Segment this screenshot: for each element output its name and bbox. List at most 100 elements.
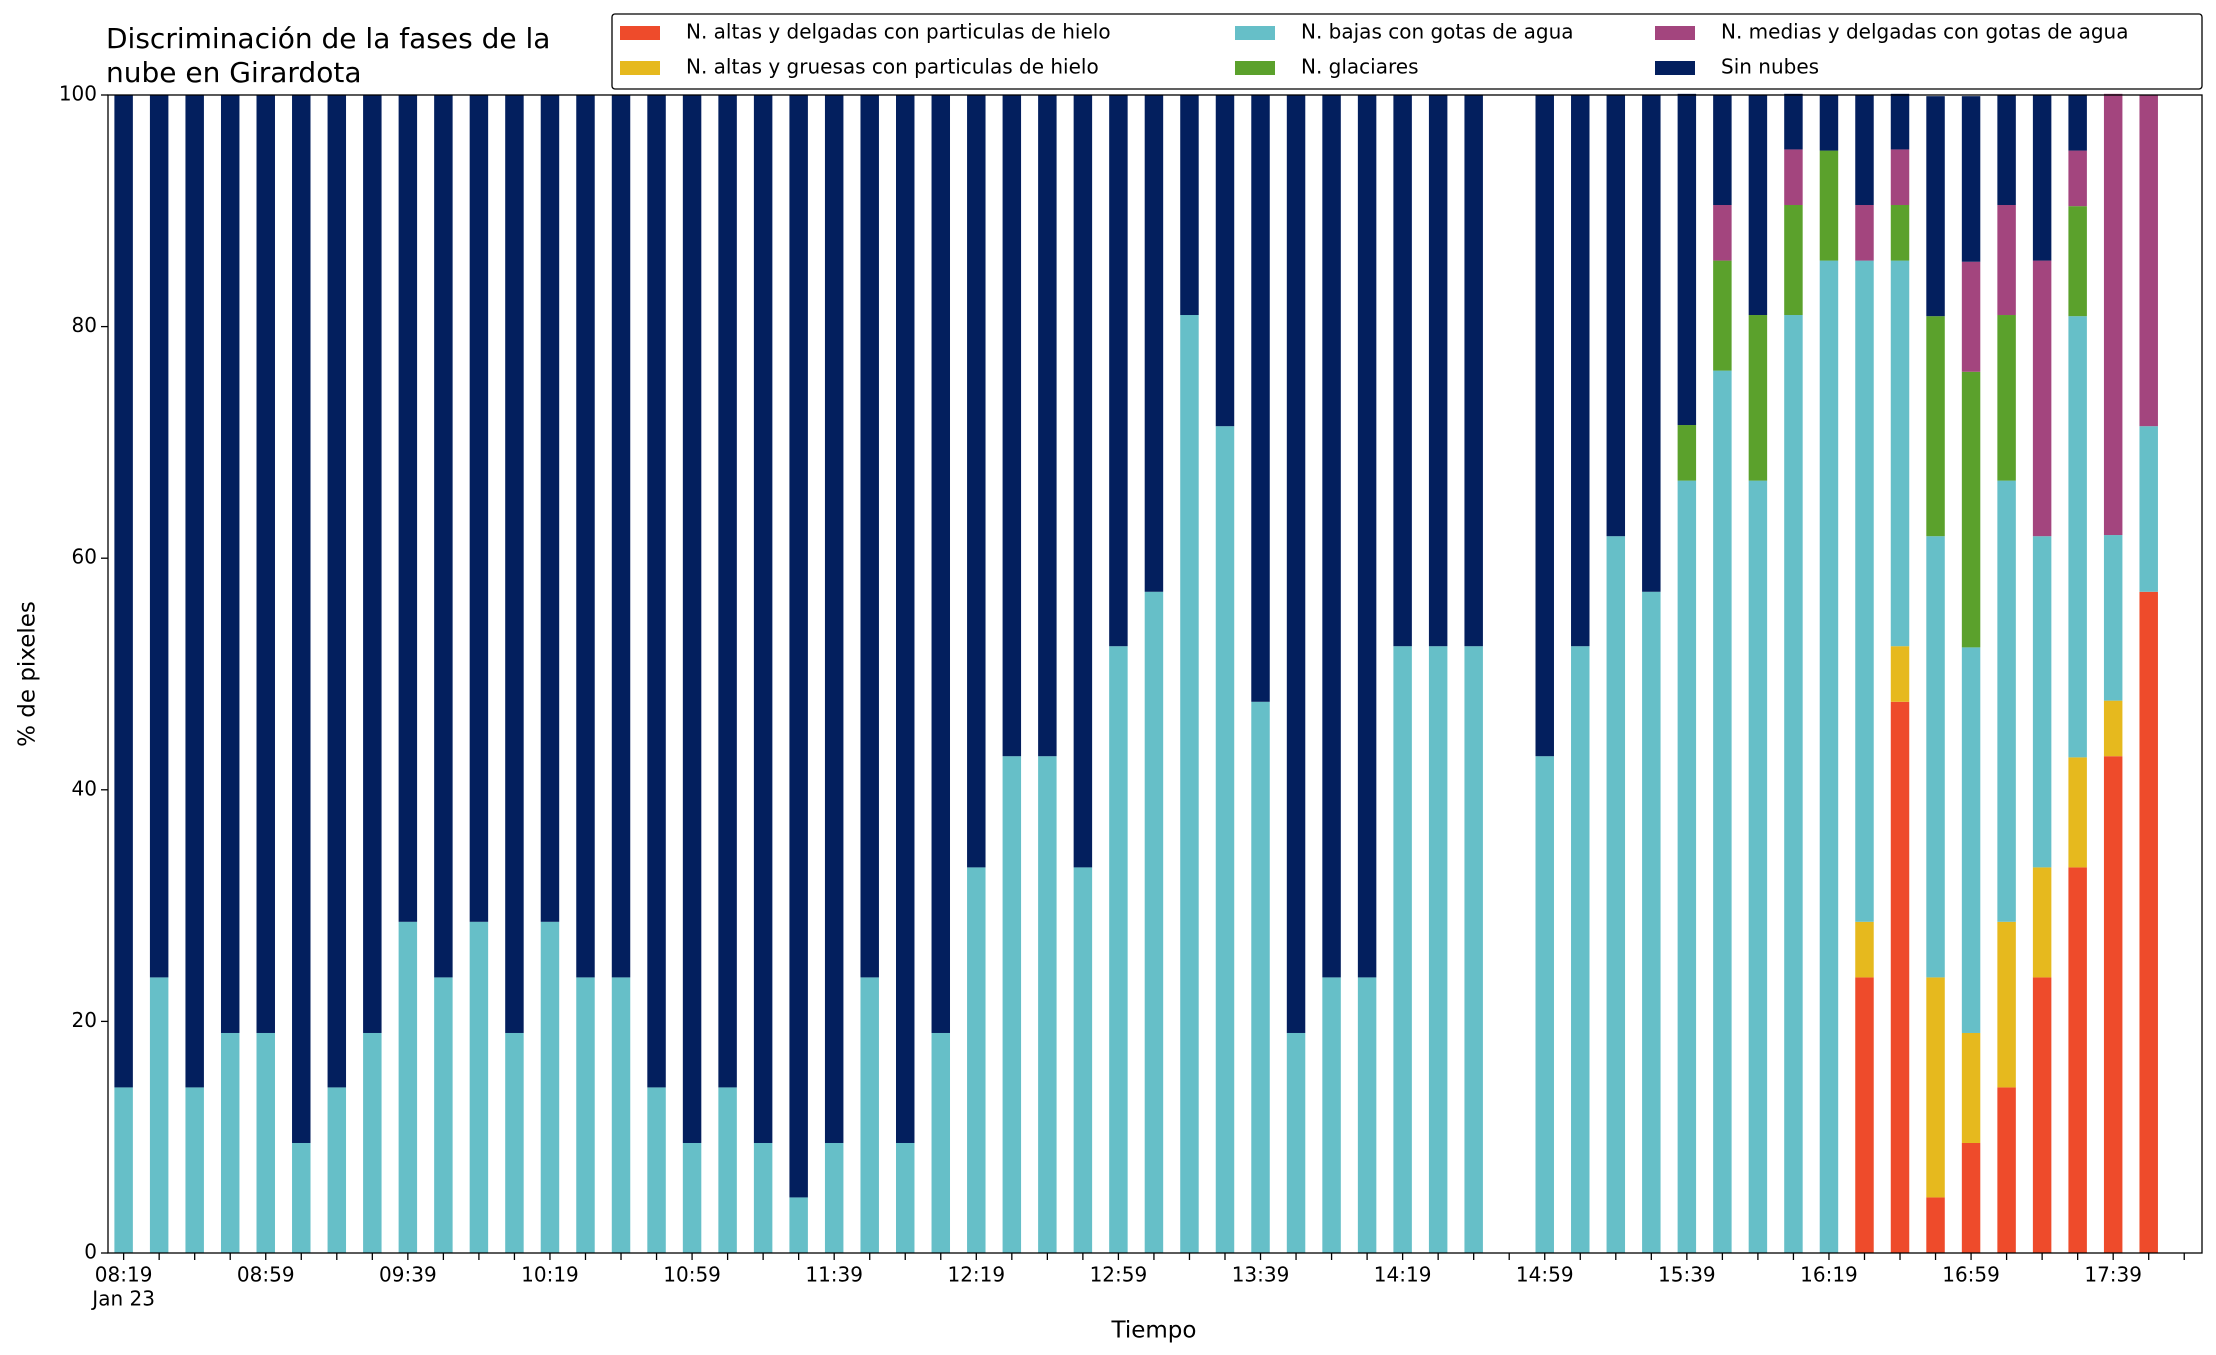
bar-segment <box>2103 535 2123 701</box>
bar-segment <box>1464 95 1483 647</box>
bar-segment <box>1038 756 1057 1253</box>
bar-segment <box>149 977 169 1253</box>
x-tick-label: 13:39 <box>1232 1263 1290 1287</box>
legend-label: N. altas y delgadas con particulas de hi… <box>686 20 1111 44</box>
bar-segment <box>967 95 986 868</box>
bar-segment <box>2068 206 2087 317</box>
bar-segment <box>1109 95 1128 647</box>
bar-segment <box>1464 646 1483 1253</box>
bar-segment <box>824 95 844 1143</box>
bar-segment <box>1890 701 1910 1253</box>
bar-segment <box>2103 700 2123 757</box>
bar-segment <box>1109 646 1128 1253</box>
legend-swatch <box>1655 26 1695 40</box>
bar-segment <box>1322 977 1341 1253</box>
bar-segment <box>1819 150 1839 261</box>
bar-segment <box>682 95 702 1143</box>
bar-segment <box>1961 371 1981 648</box>
bar-segment <box>1571 646 1590 1253</box>
bar-segment <box>2103 756 2123 1253</box>
bar-segment <box>2068 150 2087 207</box>
bar-segment <box>2068 757 2087 868</box>
bar-segment <box>1997 95 2016 206</box>
bar-segment <box>185 95 204 1088</box>
bar-segment <box>256 95 275 1033</box>
bar-segment <box>1002 95 1022 757</box>
x-tick-label: 09:39 <box>379 1263 437 1287</box>
x-axis-label: Tiempo <box>1111 1318 1197 1344</box>
bar-segment <box>1144 591 1164 1253</box>
bar-segment <box>931 1032 951 1253</box>
bar-segment <box>1819 95 1839 151</box>
legend-label: N. altas y gruesas con particulas de hie… <box>686 55 1099 79</box>
bar-segment <box>1997 315 2016 481</box>
bar-segment <box>2139 426 2158 592</box>
x-tick-label: 15:39 <box>1658 1263 1716 1287</box>
bar-segment <box>718 95 737 1088</box>
bar-segment <box>220 1032 240 1253</box>
bar-segment <box>1677 425 1697 481</box>
bar-segment <box>1606 536 1626 1253</box>
bar-segment <box>1322 95 1341 978</box>
bar-segment <box>647 1087 666 1253</box>
bar-segment <box>2032 260 2052 537</box>
bar-segment <box>1002 756 1022 1253</box>
bar-segment <box>1073 867 1093 1253</box>
bar-segment <box>292 95 311 1143</box>
bar-segment <box>611 977 631 1253</box>
bar-segment <box>647 95 666 1088</box>
bar-segment <box>1855 205 1874 261</box>
bar-segment <box>1997 921 2016 1088</box>
bar-segment <box>1961 96 1981 262</box>
legend-swatch <box>620 61 660 75</box>
bar-segment <box>185 1087 204 1253</box>
bar-segment <box>1926 96 1945 317</box>
x-tick-label: 08:59 <box>237 1263 295 1287</box>
bar-segment <box>2032 95 2052 261</box>
bar-segment <box>1890 205 1910 261</box>
bar-segment <box>149 95 169 978</box>
legend-label: N. bajas con gotas de agua <box>1301 20 1574 44</box>
bar-segment <box>1784 205 1803 316</box>
bar-segment <box>1677 93 1697 426</box>
bar-segment <box>1144 95 1164 592</box>
legend-swatch <box>1655 61 1695 75</box>
bar-segment <box>434 95 453 978</box>
bar-segment <box>398 95 418 922</box>
legend-label: N. medias y delgadas con gotas de agua <box>1721 20 2129 44</box>
bar-segment <box>611 95 631 978</box>
legend-swatch <box>1235 26 1275 40</box>
bar-segment <box>2032 977 2052 1253</box>
bar-segment <box>1855 95 1874 206</box>
bar-segment <box>1642 95 1661 592</box>
x-tick-label: 14:59 <box>1516 1263 1574 1287</box>
bar-segment <box>2139 591 2158 1253</box>
bar-segment <box>1926 1197 1945 1253</box>
bar-segment <box>1855 260 1874 922</box>
bar-segment <box>1428 95 1448 647</box>
legend-frame <box>611 13 2203 90</box>
bar-segment <box>2068 316 2087 758</box>
bar-segment <box>1997 480 2016 922</box>
bar-segment <box>1642 591 1661 1253</box>
x-tick-label: 14:19 <box>1374 1263 1432 1287</box>
legend-label: Sin nubes <box>1721 55 1819 79</box>
bar-segment <box>1073 95 1093 868</box>
bar-segment <box>1784 93 1803 150</box>
legend-swatch <box>620 26 660 40</box>
bar-segment <box>2032 536 2052 868</box>
bar-segment <box>292 1142 311 1253</box>
bar-segment <box>860 95 879 978</box>
bar-segment <box>540 95 560 922</box>
bar-segment <box>327 95 347 1088</box>
bar-segment <box>2068 867 2087 1253</box>
x-tick-label: 10:19 <box>521 1263 579 1287</box>
bar-segment <box>114 95 133 1088</box>
bar-segment <box>1251 95 1270 702</box>
x-tick-label: 10:59 <box>663 1263 721 1287</box>
bar-segment <box>1784 149 1803 206</box>
bar-segment <box>505 95 524 1033</box>
axes-frame <box>107 94 2203 1254</box>
bar-segment <box>1855 921 1874 978</box>
